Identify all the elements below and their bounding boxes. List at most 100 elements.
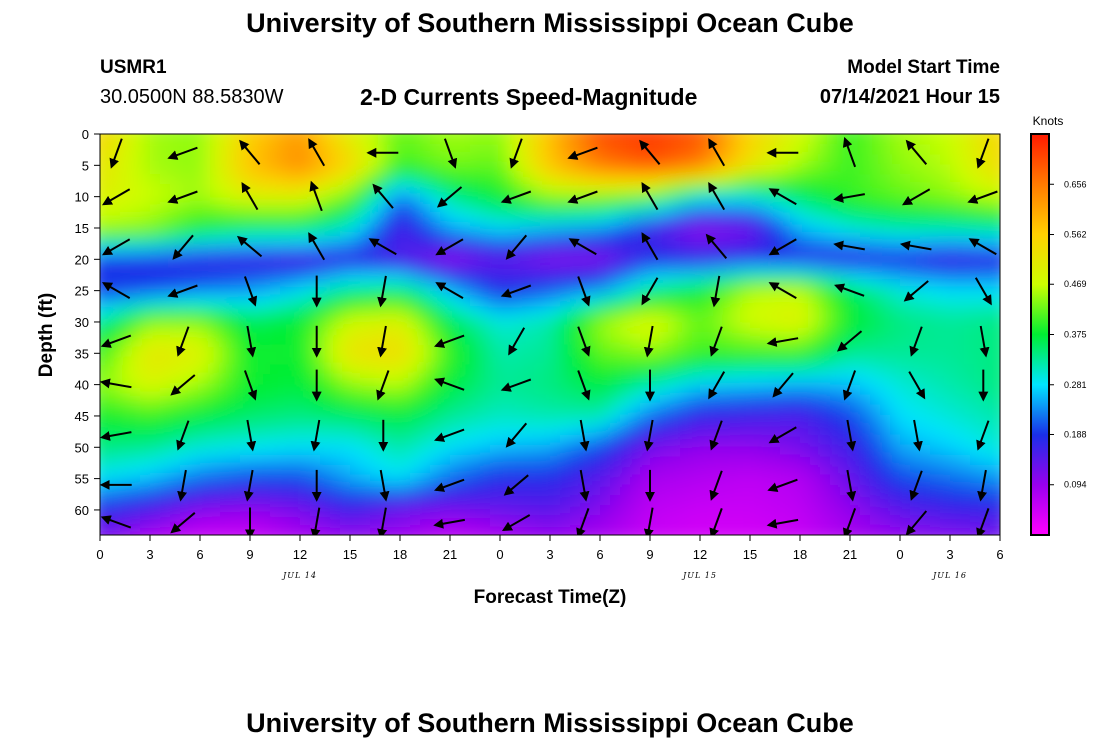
heatmap-cell (280, 224, 291, 235)
heatmap-cell (730, 364, 741, 376)
heatmap-cell (780, 494, 791, 506)
current-vector-arrow (241, 181, 259, 211)
heatmap-cell (200, 324, 211, 336)
heatmap-cell (580, 414, 591, 426)
heatmap-cell (480, 154, 491, 165)
heatmap-cell (380, 284, 391, 296)
heatmap-cell (510, 234, 521, 245)
heatmap-cell (520, 524, 531, 535)
heatmap-cell (100, 314, 111, 326)
heatmap-cell (990, 324, 1000, 336)
heatmap-cell (580, 454, 591, 466)
heatmap-cell (250, 164, 261, 175)
heatmap-cell (850, 254, 861, 265)
heatmap-cell (770, 494, 781, 506)
heatmap-cell (140, 394, 151, 406)
heatmap-cell (420, 154, 431, 165)
heatmap-cell (540, 274, 551, 285)
current-vector-arrow (236, 235, 263, 258)
heatmap-cell (960, 174, 971, 185)
heatmap-cell (890, 254, 901, 265)
heatmap-cell (190, 474, 201, 486)
heatmap-cell (860, 244, 871, 255)
heatmap-cell (840, 194, 851, 205)
heatmap-cell (650, 344, 661, 356)
heatmap-cell (560, 304, 571, 316)
heatmap-cell (860, 304, 871, 316)
heatmap-cell (760, 304, 771, 316)
heatmap-cell (440, 264, 451, 275)
heatmap-cell (740, 314, 751, 326)
heatmap-cell (720, 254, 731, 265)
heatmap-cell (560, 535, 571, 546)
x-tick-label: 0 (496, 547, 503, 562)
heatmap-cell (870, 474, 881, 486)
heatmap-cell (560, 214, 571, 225)
heatmap-cell (280, 535, 291, 546)
y-tick-label: 5 (82, 158, 89, 173)
heatmap-cell (660, 524, 671, 535)
heatmap-cell (160, 524, 171, 535)
heatmap-cell (760, 504, 771, 516)
heatmap-cell (580, 535, 591, 546)
heatmap-cell (220, 164, 231, 175)
heatmap-cell (370, 444, 381, 456)
heatmap-cell (530, 474, 541, 486)
heatmap-cell (220, 374, 231, 386)
heatmap-cell (1000, 465, 1011, 476)
heatmap-cell (530, 514, 541, 526)
heatmap-cell (150, 164, 161, 175)
heatmap-cell (830, 374, 841, 386)
heatmap-cell (980, 274, 991, 285)
heatmap-cell (180, 374, 191, 386)
heatmap-cell (220, 234, 231, 245)
heatmap-cell (850, 404, 861, 416)
heatmap-cell (920, 354, 931, 366)
heatmap-cell (450, 234, 461, 245)
heatmap-cell (340, 214, 351, 225)
heatmap-cell (800, 214, 811, 225)
heatmap-cell (750, 284, 761, 296)
heatmap-cell (640, 264, 651, 275)
heatmap-cell (980, 374, 991, 386)
heatmap-cell (580, 464, 591, 476)
heatmap-cell (200, 224, 211, 235)
heatmap-cell (330, 194, 341, 205)
heatmap-cell (160, 354, 171, 366)
heatmap-cell (980, 224, 991, 235)
heatmap-cell (590, 514, 601, 526)
heatmap-cell (980, 134, 991, 145)
heatmap-cell (370, 404, 381, 416)
heatmap-cell (140, 374, 151, 386)
heatmap-cell (520, 474, 531, 486)
heatmap-cell (260, 244, 271, 255)
heatmap-cell (350, 434, 361, 446)
heatmap-cell (340, 364, 351, 376)
heatmap-cell (280, 134, 291, 135)
heatmap-cell (450, 374, 461, 386)
heatmap-cell (1000, 375, 1011, 386)
heatmap-cell (610, 484, 621, 496)
heatmap-cell (460, 224, 471, 235)
heatmap-cell (230, 494, 241, 506)
heatmap-cell (650, 474, 661, 486)
heatmap-cell (100, 484, 111, 496)
heatmap-cell (680, 184, 691, 195)
heatmap-cell (950, 264, 961, 275)
heatmap-cell (480, 394, 491, 406)
heatmap-cell (770, 154, 781, 165)
heatmap-cell (720, 274, 731, 285)
heatmap-cell (660, 514, 671, 526)
heatmap-cell (420, 214, 431, 225)
heatmap-cell (600, 414, 611, 426)
heatmap-cell (680, 304, 691, 316)
heatmap-cell (870, 344, 881, 356)
heatmap-cell (490, 164, 501, 175)
heatmap-cell (520, 234, 531, 245)
heatmap-cell (600, 334, 611, 346)
heatmap-cell (1000, 144, 1011, 155)
current-vector-arrow (243, 370, 258, 401)
heatmap-cell (970, 264, 981, 275)
heatmap-cell (990, 504, 1000, 516)
heatmap-cell (490, 474, 501, 486)
